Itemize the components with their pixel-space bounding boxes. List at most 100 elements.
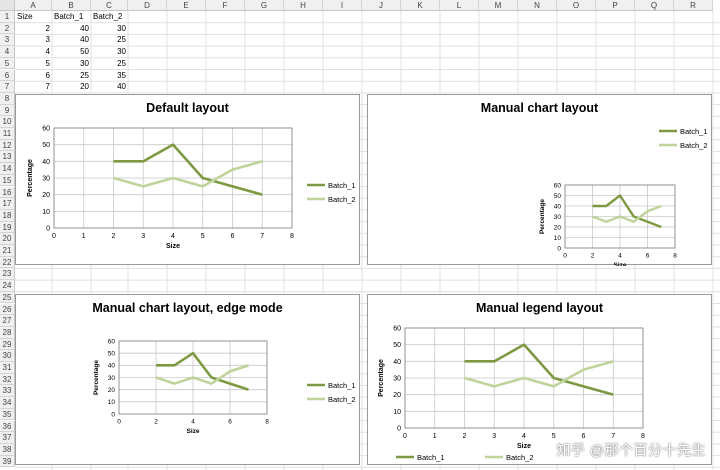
chart-title: Default layout xyxy=(146,101,229,115)
column-header[interactable]: G xyxy=(245,0,284,11)
table-cell[interactable]: 25 xyxy=(80,70,89,80)
table-cell[interactable]: Size xyxy=(17,12,33,21)
row-header[interactable]: 23 xyxy=(0,268,15,281)
chart-manual-chart-layout[interactable]: Manual chart layout 0 10 20 30 40 50 60 0 2 4 6 8 Si… xyxy=(367,94,712,266)
chart-default-layout[interactable]: Default layout 0 10 20 30 40 50 60 0 1 2 3 4 5 6 7 8 Siz… xyxy=(15,94,360,265)
row-header[interactable]: 29 xyxy=(0,338,15,351)
row-header[interactable]: 22 xyxy=(0,256,15,269)
chart-manual-chart-layout-edge-mode[interactable]: Manual chart layout, edge mode 0 10 20 30 40… xyxy=(15,294,360,465)
x-tick-label: 5 xyxy=(201,233,205,240)
row-header[interactable]: 5 xyxy=(0,57,15,70)
column-header[interactable]: L xyxy=(440,0,479,11)
row-header[interactable]: 21 xyxy=(0,245,15,257)
row-header[interactable]: 16 xyxy=(0,186,15,199)
table-cell[interactable]: 30 xyxy=(80,58,89,68)
table-cell[interactable]: 30 xyxy=(117,47,126,57)
row-header[interactable]: 4 xyxy=(0,46,15,58)
column-header[interactable]: C xyxy=(91,0,128,11)
row-header[interactable]: 10 xyxy=(0,116,15,128)
row-header[interactable]: 24 xyxy=(0,280,15,292)
column-header[interactable]: B xyxy=(52,0,91,11)
row-header[interactable]: 12 xyxy=(0,139,15,152)
row-header[interactable]: 31 xyxy=(0,362,15,374)
legend-entry: Batch_2 xyxy=(328,195,356,204)
row-header[interactable]: 1 xyxy=(0,11,15,23)
table-cell[interactable]: 40 xyxy=(117,82,126,92)
row-header[interactable]: 25 xyxy=(0,291,15,304)
column-header[interactable]: J xyxy=(362,0,401,11)
row-header[interactable]: 27 xyxy=(0,315,15,327)
column-header[interactable]: N xyxy=(518,0,557,11)
row-header[interactable]: 28 xyxy=(0,326,15,339)
column-header[interactable]: A xyxy=(15,0,52,11)
row-header[interactable]: 3 xyxy=(0,34,15,47)
row-header[interactable]: 39 xyxy=(0,455,15,468)
row-header[interactable]: 15 xyxy=(0,174,15,187)
table-cell[interactable]: 40 xyxy=(80,23,89,33)
legend-entry: Batch_2 xyxy=(506,453,534,462)
column-header[interactable]: I xyxy=(323,0,362,11)
row-header[interactable]: 19 xyxy=(0,221,15,234)
column-header[interactable]: D xyxy=(128,0,167,11)
row-header[interactable]: 17 xyxy=(0,198,15,210)
x-tick-label: 5 xyxy=(552,433,556,440)
legend-entry: Batch_1 xyxy=(680,127,708,136)
column-header[interactable]: H xyxy=(284,0,323,11)
x-tick-label: 6 xyxy=(228,419,232,426)
row-header[interactable]: 20 xyxy=(0,233,15,245)
row-header[interactable]: 38 xyxy=(0,443,15,456)
series-line-batch_1 xyxy=(113,143,263,196)
x-tick-label: 7 xyxy=(260,233,264,240)
row-header[interactable]: 30 xyxy=(0,350,15,362)
row-header[interactable]: 18 xyxy=(0,209,15,222)
row-header[interactable]: 13 xyxy=(0,151,15,164)
column-header[interactable]: R xyxy=(674,0,713,11)
row-header[interactable]: 32 xyxy=(0,373,15,386)
table-cell[interactable]: 50 xyxy=(80,47,89,57)
column-header[interactable]: K xyxy=(401,0,440,11)
y-tick-label: 10 xyxy=(42,209,50,216)
row-header[interactable]: 26 xyxy=(0,303,15,316)
table-cell[interactable]: 25 xyxy=(117,58,126,68)
table-cell[interactable]: 20 xyxy=(80,82,89,92)
table-cell[interactable]: 2 xyxy=(45,23,50,33)
table-cell[interactable]: 7 xyxy=(45,82,50,92)
table-cell[interactable]: 5 xyxy=(45,58,50,68)
row-header[interactable]: 11 xyxy=(0,128,15,140)
row-header[interactable]: 37 xyxy=(0,432,15,444)
row-header[interactable]: 6 xyxy=(0,69,15,82)
column-header[interactable]: O xyxy=(557,0,596,11)
series-line-batch_1 xyxy=(464,343,614,396)
row-header[interactable]: 2 xyxy=(0,22,15,35)
column-header[interactable]: M xyxy=(479,0,518,11)
x-tick-label: 4 xyxy=(191,419,195,426)
table-cell[interactable]: 6 xyxy=(45,70,50,80)
table-cell[interactable]: 25 xyxy=(117,35,126,45)
row-header[interactable]: 36 xyxy=(0,420,15,433)
table-cell[interactable]: 4 xyxy=(45,47,50,57)
row-header[interactable]: 14 xyxy=(0,163,15,175)
x-tick-label: 6 xyxy=(582,433,586,440)
row-header[interactable]: 34 xyxy=(0,397,15,409)
column-header[interactable]: P xyxy=(596,0,635,11)
legend-entry: Batch_1 xyxy=(417,453,445,462)
row-header[interactable]: 7 xyxy=(0,81,15,93)
table-cell[interactable]: 30 xyxy=(117,23,126,33)
column-header[interactable]: F xyxy=(206,0,245,11)
x-tick-label: 7 xyxy=(611,433,615,440)
table-cell[interactable]: Batch_1 xyxy=(54,12,84,21)
table-cell[interactable]: 3 xyxy=(45,35,50,45)
table-cell[interactable]: 35 xyxy=(117,70,126,80)
column-header[interactable]: E xyxy=(167,0,206,11)
select-all-corner[interactable] xyxy=(0,0,15,11)
table-cell[interactable]: Batch_2 xyxy=(93,12,123,21)
table-cell[interactable]: 40 xyxy=(80,35,89,45)
chart-manual-legend-layout[interactable]: Manual legend layout 0 10 20 30 40 50 60 0 1 2 3 4 5… xyxy=(367,294,712,465)
row-header[interactable]: 9 xyxy=(0,104,15,117)
column-header[interactable]: Q xyxy=(635,0,674,11)
x-tick-label: 0 xyxy=(563,253,567,260)
row-header[interactable]: 8 xyxy=(0,92,15,105)
row-header[interactable]: 33 xyxy=(0,385,15,398)
x-axis-title: Size xyxy=(517,443,531,450)
row-header[interactable]: 35 xyxy=(0,408,15,421)
